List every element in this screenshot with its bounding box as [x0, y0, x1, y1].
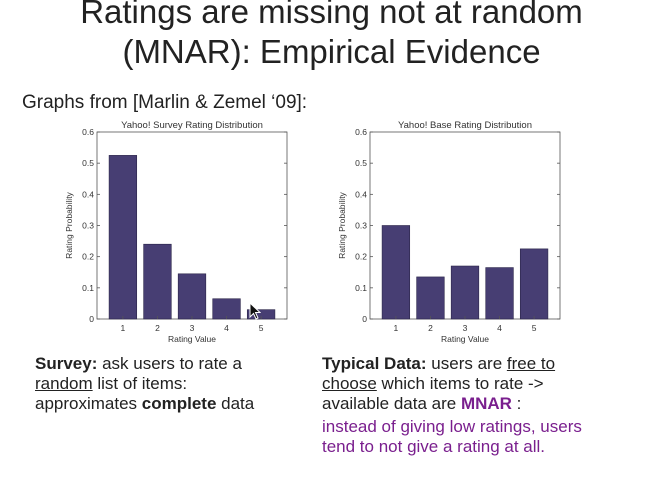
- y-tick-label: 0.4: [355, 189, 367, 199]
- survey-caption-text-4: data: [216, 394, 255, 413]
- typical-caption-text-2: which items to rate ->: [376, 374, 544, 393]
- y-tick-label: 0.5: [355, 158, 367, 168]
- x-tick-label: 5: [259, 323, 264, 333]
- mouse-cursor-icon: [249, 302, 261, 320]
- survey-caption-text-1: ask users to rate a: [97, 354, 242, 373]
- bar-rating-2: [143, 243, 172, 320]
- y-axis-label: Rating Probability: [337, 191, 347, 258]
- y-tick-label: 0.2: [82, 252, 94, 262]
- survey-caption-text-2: list of items:: [92, 374, 188, 393]
- x-tick-label: 1: [394, 323, 399, 333]
- x-tick-label: 4: [497, 323, 502, 333]
- x-tick-label: 2: [428, 323, 433, 333]
- survey-caption-bold: Survey:: [35, 354, 98, 373]
- y-tick-label: 0: [362, 314, 367, 324]
- x-tick-label: 2: [155, 323, 160, 333]
- bar-rating-3: [177, 273, 207, 320]
- bar-rating-1: [381, 225, 411, 320]
- y-tick-label: 0.1: [82, 283, 94, 293]
- y-tick-label: 0.5: [82, 158, 94, 168]
- survey-caption-text-3: approximates: [35, 394, 142, 413]
- survey-caption: Survey: ask users to rate a random list …: [35, 354, 325, 414]
- chart-survey-distribution: Yahoo! Survey Rating Distribution 0 0.1 0.2…: [64, 120, 288, 344]
- typical-caption-purple-2: tend to not give a rating at all.: [322, 437, 546, 456]
- slide-title-line-2: (MNAR): Empirical Evidence: [122, 33, 541, 70]
- typical-caption-mnar: MNAR: [460, 394, 512, 413]
- slide-title-line-1: Ratings are missing not at random: [80, 0, 583, 30]
- y-tick-label: 0.2: [355, 252, 367, 262]
- typical-caption-text-4: :: [511, 394, 522, 413]
- bar-rating-2: [416, 276, 445, 320]
- x-tick-label: 3: [463, 323, 468, 333]
- bar-rating-1: [108, 155, 138, 320]
- slide-title: Ratings are missing not at random (MNAR)…: [0, 0, 663, 72]
- y-tick-label: 0.4: [82, 189, 94, 199]
- typical-caption-free-to: free to: [506, 354, 556, 373]
- bar-rating-4: [212, 298, 241, 320]
- y-tick-label: 0.6: [355, 127, 367, 137]
- chart-title: Yahoo! Survey Rating Distribution: [121, 120, 263, 131]
- x-axis-label: Rating Value: [441, 334, 489, 344]
- y-tick-label: 0: [89, 314, 94, 324]
- x-tick-label: 4: [224, 323, 229, 333]
- x-axis-label: Rating Value: [168, 334, 216, 344]
- slide-subtitle: Graphs from [Marlin & Zemel ‘09]:: [22, 92, 308, 113]
- typical-caption-text-1: users are: [426, 354, 507, 373]
- x-tick-label: 3: [190, 323, 195, 333]
- bar-rating-5: [519, 248, 549, 320]
- survey-caption-complete: complete: [141, 394, 217, 413]
- y-tick-label: 0.3: [355, 221, 367, 231]
- chart-title: Yahoo! Base Rating Distribution: [398, 120, 532, 131]
- y-tick-label: 0.1: [355, 283, 367, 293]
- typical-caption-text-3: available data are: [322, 394, 461, 413]
- chart-base-distribution: Yahoo! Base Rating Distribution 0 0.1 0.2 0.…: [337, 120, 561, 344]
- typical-data-caption: Typical Data: users are free to choose w…: [322, 354, 657, 457]
- y-tick-label: 0.3: [82, 221, 94, 231]
- y-axis-label: Rating Probability: [64, 191, 74, 258]
- survey-caption-random: random: [35, 374, 93, 393]
- typical-caption-choose: choose: [322, 374, 377, 393]
- bar-rating-3: [450, 265, 480, 320]
- typical-caption-bold: Typical Data:: [322, 354, 427, 373]
- bar-rating-4: [485, 267, 514, 320]
- typical-caption-purple-1: instead of giving low ratings, users: [322, 417, 582, 436]
- x-tick-label: 1: [121, 323, 126, 333]
- x-tick-label: 5: [532, 323, 537, 333]
- y-tick-label: 0.6: [82, 127, 94, 137]
